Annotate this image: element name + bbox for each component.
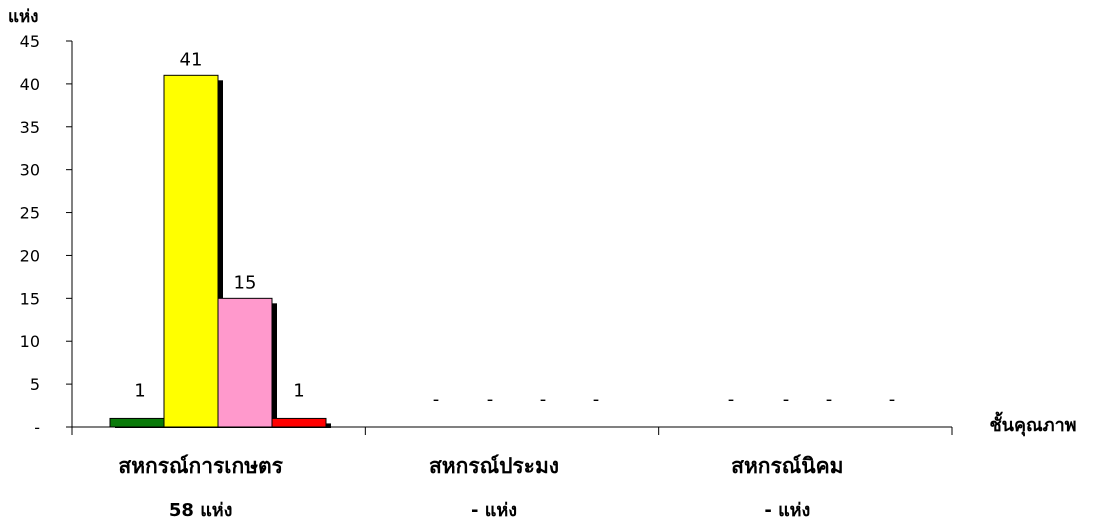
- category-total: - แห่ง: [471, 500, 517, 521]
- x-axis-title: ชั้นคุณภาพ: [989, 411, 1076, 437]
- data-label: -: [728, 389, 735, 410]
- bar: [163, 74, 219, 428]
- data-label: 41: [180, 49, 203, 70]
- category-label: สหกรณ์ประมง: [429, 454, 559, 478]
- y-tick-label: 5: [30, 375, 40, 394]
- y-tick-label: -: [34, 418, 40, 437]
- category-label: สหกรณ์นิคม: [731, 454, 843, 478]
- data-label: -: [593, 389, 600, 410]
- axes: - 5 10 15 20 25 30 35 40 45: [20, 32, 953, 437]
- category-total: 58 แห่ง: [169, 500, 233, 521]
- y-tick-label: 45: [20, 32, 40, 51]
- data-label: -: [433, 389, 440, 410]
- data-label: 1: [134, 380, 145, 401]
- data-label: -: [487, 389, 494, 410]
- y-tick-label: 25: [20, 204, 40, 223]
- y-tick-label: 20: [20, 246, 40, 265]
- data-label: -: [783, 389, 790, 410]
- y-tick-label: 30: [20, 161, 40, 180]
- data-label: -: [826, 389, 833, 410]
- y-tick-label: 40: [20, 75, 40, 94]
- y-tick-label: 10: [20, 332, 40, 351]
- bar: [271, 417, 327, 428]
- data-label: 1: [293, 380, 304, 401]
- bars: [109, 74, 331, 429]
- y-tick-label: 35: [20, 118, 40, 137]
- bar: [217, 297, 273, 428]
- data-label: -: [540, 389, 547, 410]
- y-tick-label: 15: [20, 289, 40, 308]
- bar: [109, 417, 165, 428]
- category-label: สหกรณ์การเกษตร: [118, 454, 283, 478]
- y-axis-title: แห่ง: [8, 7, 38, 27]
- data-label: 15: [234, 272, 257, 293]
- category-total: - แห่ง: [764, 500, 810, 521]
- data-label: -: [889, 389, 896, 410]
